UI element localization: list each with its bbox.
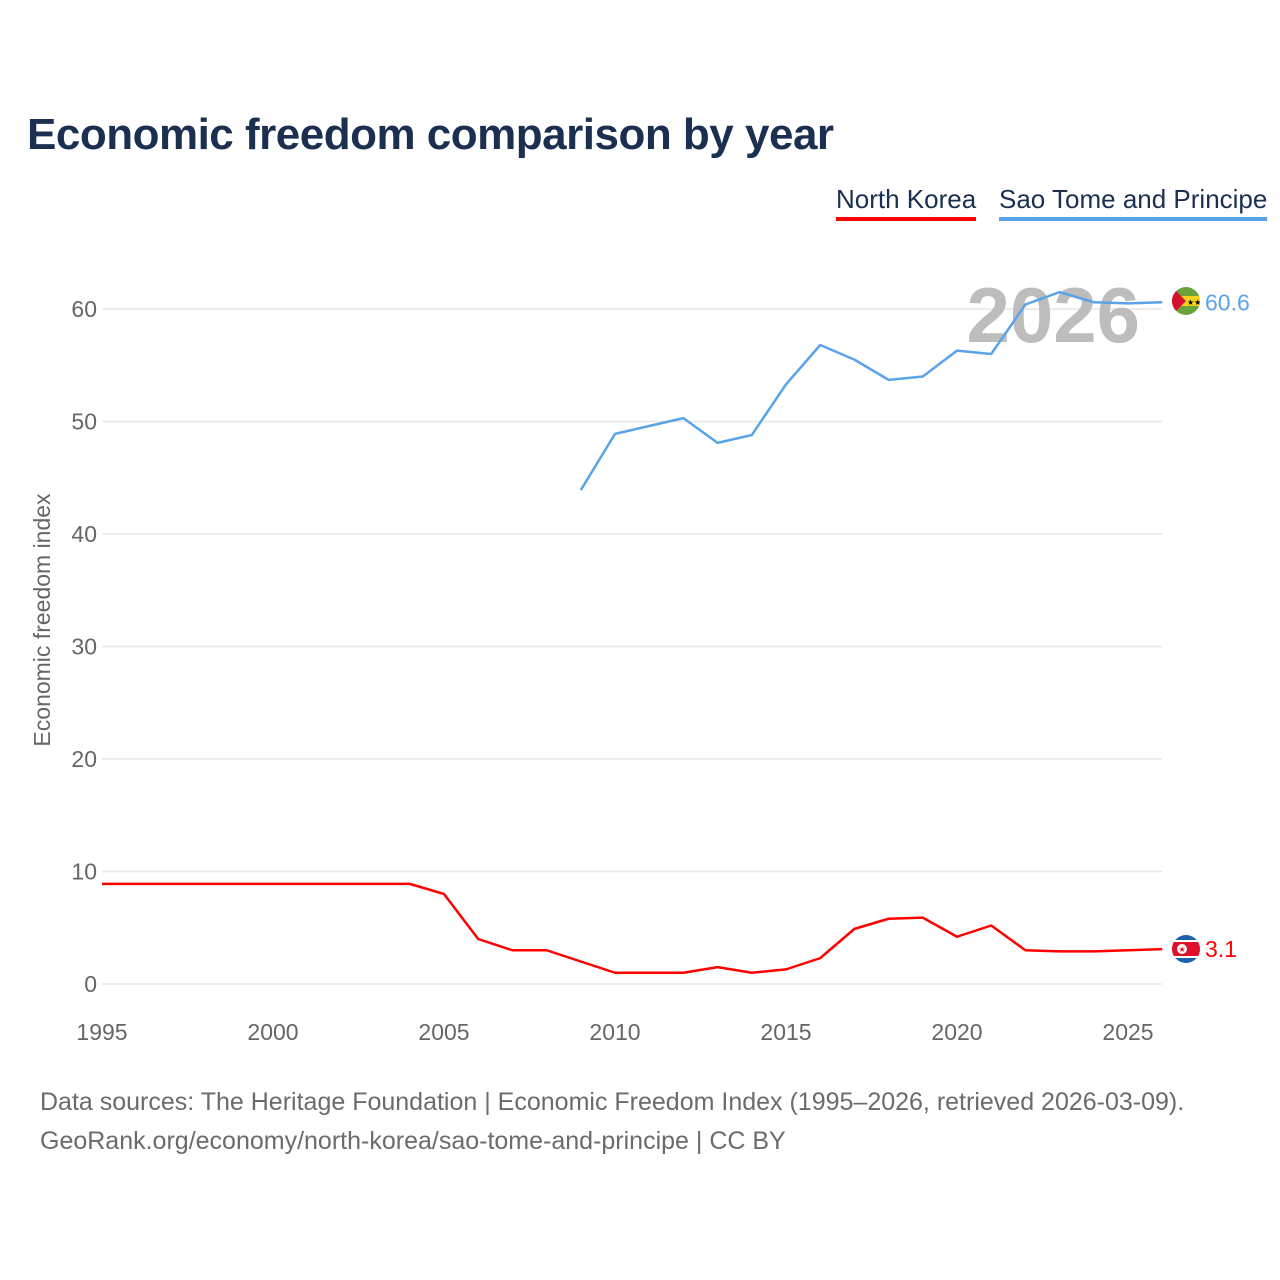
sao-tome-flag-icon: ★★ [1172, 287, 1201, 315]
y-tick-label: 20 [71, 746, 97, 772]
x-tick-label: 2015 [760, 1019, 811, 1045]
y-tick-label: 30 [71, 634, 97, 660]
year-watermark: 2026 [966, 271, 1140, 359]
legend-sao-tome[interactable]: Sao Tome and Principe [999, 184, 1268, 221]
series-line-north-korea [102, 882, 1163, 974]
legend-north-korea[interactable]: North Korea [836, 184, 977, 221]
y-tick-label: 0 [84, 971, 97, 997]
x-tick-label: 1995 [76, 1019, 127, 1045]
svg-text:★: ★ [1179, 945, 1186, 954]
y-tick-label: 40 [71, 521, 97, 547]
x-tick-label: 2005 [418, 1019, 469, 1045]
y-axis-label: Economic freedom index [29, 493, 55, 747]
end-value-label: 3.1 [1205, 936, 1237, 962]
y-tick-label: 50 [71, 409, 97, 435]
series-line-sao-tome [579, 290, 1163, 491]
x-tick-label: 2025 [1102, 1019, 1153, 1045]
x-tick-label: 2000 [247, 1019, 298, 1045]
x-tick-label: 2010 [589, 1019, 640, 1045]
end-value-label: 60.6 [1205, 289, 1250, 315]
svg-text:★★: ★★ [1187, 298, 1201, 307]
footer-source: Data sources: The Heritage Foundation | … [40, 1088, 1185, 1116]
y-tick-label: 60 [71, 296, 97, 322]
chart-title: Economic freedom comparison by year [27, 110, 834, 159]
north-korea-flag-icon: ★ [1172, 935, 1200, 963]
footer-url[interactable]: GeoRank.org/economy/north-korea/sao-tome… [40, 1127, 786, 1155]
x-tick-label: 2020 [931, 1019, 982, 1045]
y-tick-label: 10 [71, 859, 97, 885]
